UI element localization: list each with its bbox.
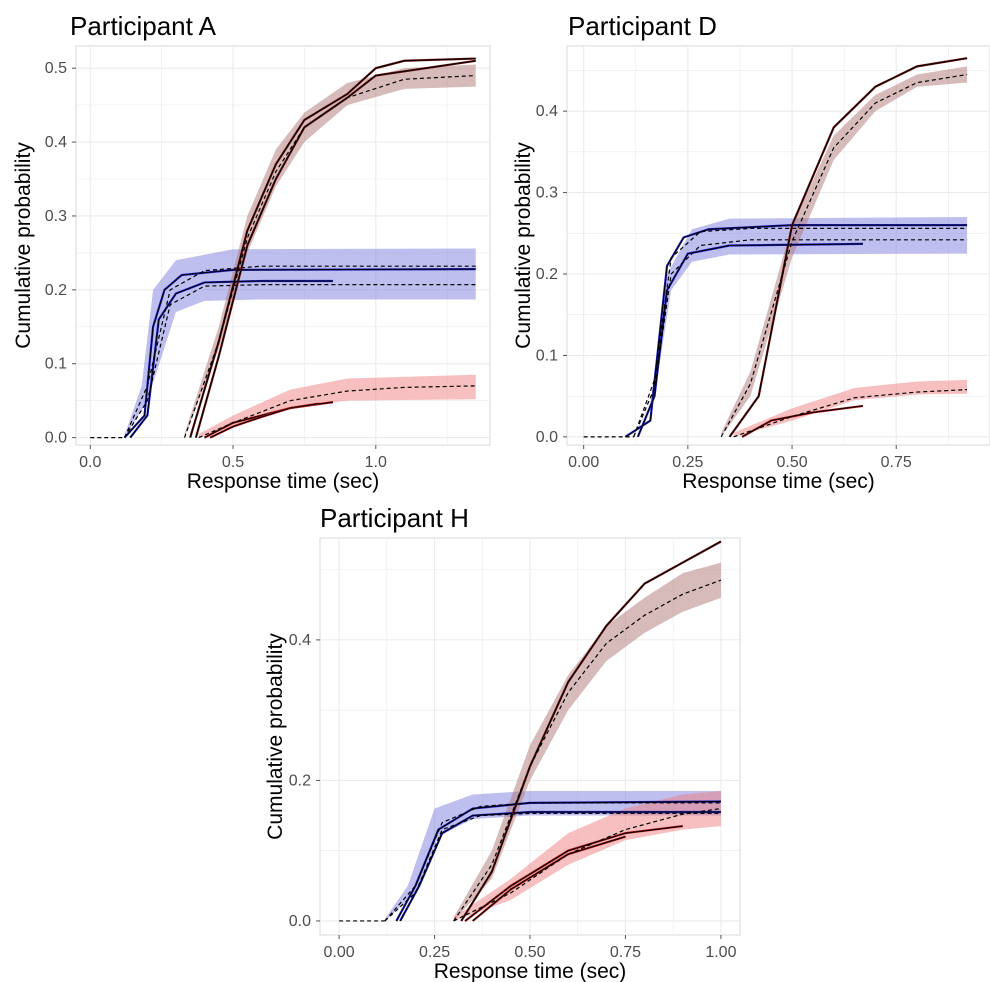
red-prediction-band	[198, 374, 476, 438]
red-model-line	[733, 389, 968, 438]
chart-panel-2: 0.00 0.25 0.50 0.75 0.0 0.1 0.2 0.3 0.4 Participa…	[512, 11, 990, 493]
y-tick-label: 0.5	[45, 60, 67, 77]
blue-model-line	[384, 802, 721, 922]
blue-data-line-outline	[129, 280, 333, 438]
x-tick-label: 0.75	[881, 454, 912, 471]
brown-model-line	[183, 74, 476, 438]
x-axis-label: Response time (sec)	[682, 470, 875, 493]
y-tick-label: 0.4	[289, 632, 311, 649]
x-tick-label: 0.75	[610, 944, 641, 961]
y-axis-label: Cumulative probability	[12, 142, 35, 349]
brown-data-line-outline	[729, 57, 968, 438]
brown-data-line-outline	[460, 541, 722, 922]
x-tick-label: 0.50	[514, 944, 545, 961]
x-tick-label: 0.5	[222, 454, 244, 471]
x-tick-label: 0.25	[419, 944, 450, 961]
blue-model-line	[124, 284, 476, 438]
chart-title: Participant D	[568, 11, 717, 41]
chart-panel-3: 0.00 0.25 0.50 0.75 1.00 0.0 0.2 0.4 Participant…	[264, 503, 741, 982]
y-tick-label: 0.2	[289, 772, 311, 789]
blue-data-line-outline	[637, 243, 863, 438]
blue-prediction-band	[124, 248, 476, 438]
y-tick-label: 0.4	[536, 103, 558, 120]
brown-data-line-outline	[189, 58, 476, 438]
blue-model-line	[123, 265, 476, 438]
red-prediction-band	[453, 790, 721, 921]
red-model-line	[198, 385, 476, 439]
x-tick-label: 1.00	[705, 944, 736, 961]
blue-model-line	[633, 239, 968, 438]
red-data-line-outline	[472, 836, 626, 922]
brown-model-line	[453, 579, 722, 922]
y-tick-label: 0.0	[45, 430, 67, 447]
y-tick-label: 0.4	[45, 134, 67, 151]
y-tick-label: 0.0	[289, 913, 311, 930]
y-tick-label: 0.1	[536, 347, 558, 364]
y-tick-label: 0.1	[45, 356, 67, 373]
blue-data-line-outline	[124, 268, 476, 438]
y-tick-label: 0.3	[536, 185, 558, 202]
red-model-line	[453, 807, 721, 922]
y-tick-label: 0.2	[45, 282, 67, 299]
y-tick-label: 0.2	[536, 266, 558, 283]
y-tick-label: 0.0	[536, 429, 558, 446]
y-axis-label: Cumulative probability	[512, 142, 535, 349]
chart-title: Participant H	[320, 503, 469, 533]
red-data-line-outline	[209, 403, 319, 439]
blue-prediction-band	[633, 217, 968, 437]
blue-model-line	[633, 227, 968, 438]
x-tick-label: 0.00	[324, 944, 355, 961]
brown-model-line	[720, 73, 968, 438]
y-tick-label: 0.3	[45, 208, 67, 225]
x-tick-label: 0.0	[79, 454, 101, 471]
x-tick-label: 0.00	[568, 454, 599, 471]
brown-prediction-band	[453, 562, 721, 921]
x-tick-label: 0.25	[672, 454, 703, 471]
y-axis-label: Cumulative probability	[264, 633, 287, 840]
x-tick-label: 0.50	[776, 454, 807, 471]
chart-panel-1: 0.0 0.5 1.0 0.0 0.1 0.2 0.3 0.4 0.5 Participant A…	[12, 11, 491, 493]
brown-prediction-band	[721, 66, 968, 437]
chart-title: Participant A	[70, 11, 217, 41]
brown-data-line-outline	[195, 60, 476, 438]
blue-model-line	[384, 812, 721, 922]
x-axis-label: Response time (sec)	[187, 470, 380, 493]
red-data-line-outline	[464, 825, 683, 922]
x-tick-label: 1.0	[365, 454, 387, 471]
x-axis-label: Response time (sec)	[434, 960, 627, 982]
red-prediction-band	[733, 379, 968, 437]
